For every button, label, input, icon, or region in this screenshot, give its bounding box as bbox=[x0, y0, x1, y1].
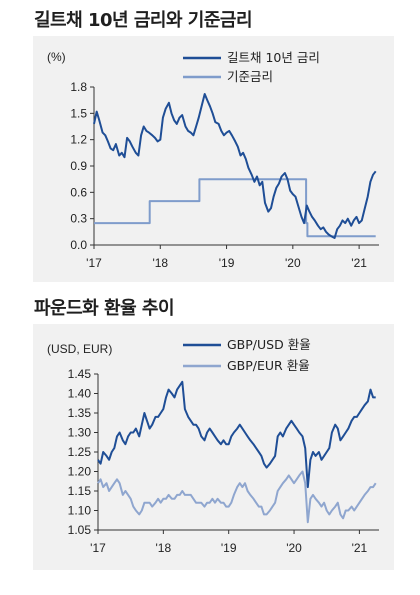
x-tick-label: '20 bbox=[285, 256, 301, 270]
chart1-panel: (%) 0.0 0.3 0.6 0.9 1.2 1.5 1.8 '17 '18 '19 '20 '21 길… bbox=[33, 36, 394, 282]
legend-label-1: 길트채 10년 금리 bbox=[227, 50, 320, 65]
y-tick-label: 1.25 bbox=[68, 445, 92, 459]
x-tick-label: '20 bbox=[286, 541, 302, 555]
y-tick-label: 1.20 bbox=[68, 465, 92, 479]
y-tick-label: 1.05 bbox=[68, 523, 92, 537]
y-tick-label: 0.6 bbox=[70, 185, 87, 199]
y-tick-label: 1.8 bbox=[70, 80, 87, 94]
legend-label-2: 기준금리 bbox=[227, 69, 273, 84]
legend-label-1: GBP/USD 환율 bbox=[227, 337, 311, 352]
x-tick-label: '17 bbox=[90, 541, 106, 555]
series-line-2 bbox=[94, 178, 376, 238]
unit-label: (%) bbox=[47, 50, 66, 64]
chart1-title: 길트채 10년 금리와 기준금리 bbox=[34, 10, 253, 31]
pound-fx-chart: (USD, EUR) 1.05 1.10 1.15 1.20 1.25 1.30 1.35 1.… bbox=[47, 337, 379, 555]
series-line-1 bbox=[97, 380, 376, 489]
y-tick-label: 1.40 bbox=[68, 387, 92, 401]
unit-label: (USD, EUR) bbox=[47, 342, 112, 356]
series-line-1 bbox=[93, 93, 377, 239]
x-tick-label: '17 bbox=[86, 256, 102, 270]
x-tick-label: '21 bbox=[352, 541, 368, 555]
y-tick-label: 1.2 bbox=[70, 133, 87, 147]
chart2-panel: (USD, EUR) 1.05 1.10 1.15 1.20 1.25 1.30 1.35 1.… bbox=[33, 324, 394, 570]
series-line-2 bbox=[97, 470, 377, 524]
y-tick-label: 0.0 bbox=[70, 238, 87, 252]
x-tick-label: '19 bbox=[221, 541, 237, 555]
y-tick-label: 1.15 bbox=[68, 484, 92, 498]
y-tick-label: 1.10 bbox=[68, 504, 92, 518]
y-tick-label: 1.30 bbox=[68, 426, 92, 440]
x-tick-label: '21 bbox=[351, 256, 367, 270]
gilt-yield-chart: (%) 0.0 0.3 0.6 0.9 1.2 1.5 1.8 '17 '18 '19 '20 '21 길… bbox=[47, 50, 379, 270]
y-tick-label: 1.35 bbox=[68, 406, 92, 420]
chart2-title: 파운드화 환율 추이 bbox=[34, 298, 175, 319]
y-tick-label: 1.45 bbox=[68, 367, 92, 381]
y-tick-label: 0.3 bbox=[70, 212, 87, 226]
x-tick-label: '19 bbox=[219, 256, 235, 270]
y-tick-label: 0.9 bbox=[70, 159, 87, 173]
x-tick-label: '18 bbox=[152, 256, 168, 270]
x-tick-label: '18 bbox=[156, 541, 172, 555]
y-tick-label: 1.5 bbox=[70, 106, 87, 120]
legend-label-2: GBP/EUR 환율 bbox=[227, 358, 310, 373]
